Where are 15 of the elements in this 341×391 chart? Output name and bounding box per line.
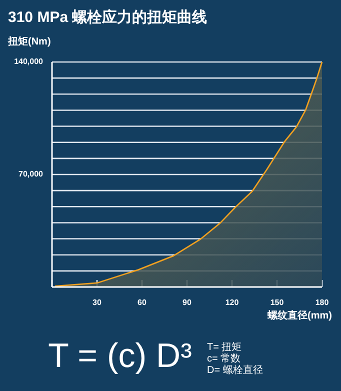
xtick: 90 bbox=[182, 298, 192, 308]
xtick: 120 bbox=[225, 298, 239, 308]
xtick: 30 bbox=[92, 298, 102, 308]
title: 310 MPa 螺栓应力的扭矩曲线 bbox=[8, 8, 208, 26]
annotation: T = (c) D³ bbox=[48, 336, 192, 375]
annotation: T= 扭矩 bbox=[207, 342, 242, 354]
xtick: 180 bbox=[315, 298, 329, 308]
xlabel: 螺纹直径(mm) bbox=[268, 310, 332, 322]
ytick: 70,000 bbox=[18, 170, 43, 179]
ylabel: 扭矩(Nm) bbox=[8, 36, 51, 48]
xtick: 60 bbox=[138, 298, 146, 308]
ytick: 140,000 bbox=[14, 57, 43, 66]
annotation: D= 螺栓直径 bbox=[207, 365, 263, 376]
xtick: 150 bbox=[270, 298, 284, 308]
annotation: c= 常数 bbox=[207, 354, 241, 365]
